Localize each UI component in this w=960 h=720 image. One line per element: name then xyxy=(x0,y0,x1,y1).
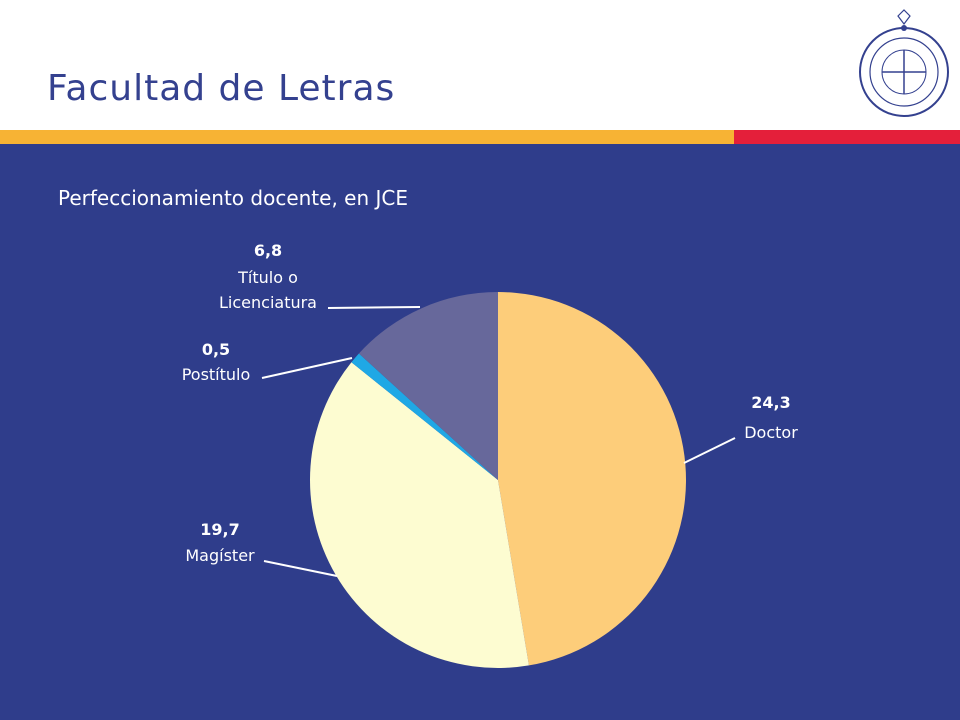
data-label-category: Postítulo xyxy=(182,365,251,384)
leader-line xyxy=(683,437,736,464)
data-label-value: 6,8 xyxy=(254,241,282,260)
data-label-category: Licenciatura xyxy=(219,293,317,312)
pie-slice-doctor xyxy=(498,292,686,666)
accent-stripe-red xyxy=(734,130,960,144)
leader-line xyxy=(263,560,338,577)
accent-stripe-yellow xyxy=(0,130,734,144)
data-label-value: 24,3 xyxy=(751,393,790,412)
leader-line xyxy=(261,357,353,379)
data-label-category: Magíster xyxy=(185,546,255,565)
data-label-category: Título o xyxy=(237,268,298,287)
data-label-value: 19,7 xyxy=(200,520,239,539)
university-seal-icon xyxy=(859,9,949,117)
header: Facultad de Letras xyxy=(0,0,960,130)
pie-slice-mag-ster xyxy=(309,362,529,668)
page-title: Facultad de Letras xyxy=(47,68,396,109)
chart-subtitle: Perfeccionamiento docente, en JCE xyxy=(58,186,408,210)
pie-slice-t-tulo-o-licenciatura xyxy=(358,292,498,480)
data-label-value: 0,5 xyxy=(202,340,230,359)
pie-slice-post-tulo xyxy=(351,353,498,480)
leader-line xyxy=(327,306,421,309)
data-label-category: Doctor xyxy=(744,423,798,442)
